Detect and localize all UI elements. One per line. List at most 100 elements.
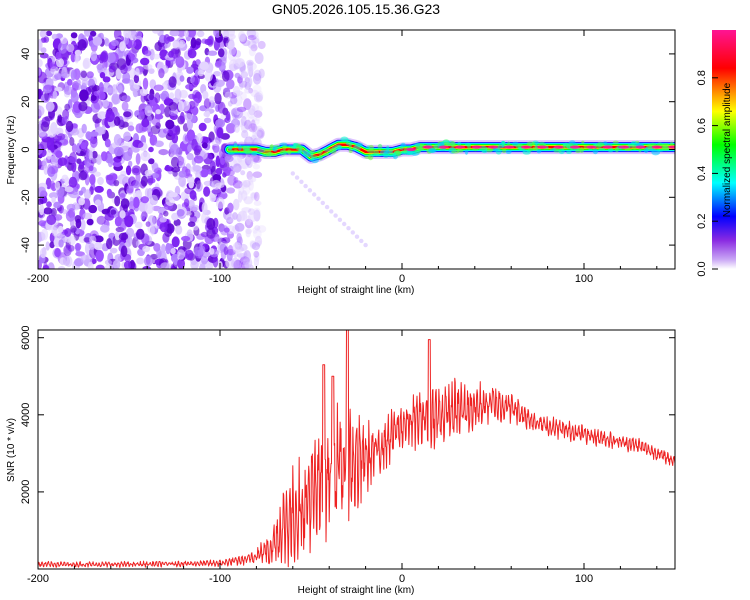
noise-blob — [148, 93, 154, 101]
noise-blob — [147, 173, 154, 186]
noise-blob — [135, 30, 143, 39]
noise-blob — [116, 58, 127, 70]
noise-blob — [253, 156, 262, 163]
noise-blob — [165, 242, 171, 255]
noise-blob — [208, 131, 215, 143]
noise-blob — [251, 34, 260, 45]
noise-blob — [50, 207, 57, 217]
noise-blob — [47, 163, 52, 176]
noise-blob — [226, 79, 235, 90]
noise-blob — [158, 68, 165, 79]
noise-blob — [179, 111, 185, 124]
noise-blob — [161, 243, 166, 254]
noise-blob — [238, 210, 248, 221]
noise-blob — [122, 151, 133, 162]
noise-blob — [252, 207, 261, 218]
noise-blob — [253, 191, 260, 202]
noise-blob — [249, 126, 259, 132]
signal-speck — [558, 148, 565, 155]
noise-blob — [178, 175, 187, 188]
noise-blob — [57, 41, 68, 54]
snr-x-axis: -200 -100 0 100 — [27, 330, 658, 585]
noise-blob — [250, 89, 259, 98]
tail-dot — [299, 179, 304, 184]
signal-peak — [537, 145, 548, 149]
signal-speck — [340, 136, 349, 143]
noise-blob — [43, 36, 50, 43]
signal-speck — [233, 143, 238, 148]
noise-blob — [253, 69, 262, 82]
noise-blob — [163, 128, 170, 134]
tail-dot — [363, 242, 368, 248]
noise-blob — [129, 196, 134, 207]
noise-blob — [113, 179, 120, 187]
noise-blob — [144, 202, 154, 215]
noise-blob — [151, 163, 159, 173]
noise-blob — [258, 68, 265, 79]
noise-blob — [97, 111, 107, 120]
signal-speck — [355, 142, 363, 147]
noise-blob — [55, 57, 64, 68]
noise-blob — [47, 262, 55, 269]
noise-blob — [133, 74, 140, 84]
noise-blob — [168, 109, 178, 116]
noise-blob — [186, 153, 194, 161]
noise-blob — [105, 87, 116, 94]
snr-x-tick-label: -200 — [27, 573, 49, 585]
colorbar-label: Normalized spectral amplitude — [722, 82, 733, 217]
noise-blob — [94, 199, 102, 206]
signal-speck — [352, 145, 361, 151]
noise-blob — [42, 265, 50, 269]
noise-blob — [224, 91, 232, 99]
noise-blob — [46, 138, 55, 151]
noise-blob — [89, 235, 97, 244]
noise-blob — [232, 163, 242, 173]
noise-blob — [250, 119, 256, 131]
noise-blob — [247, 116, 257, 123]
noise-blob — [128, 121, 134, 127]
noise-blob — [193, 145, 202, 153]
signal-speck — [383, 150, 391, 155]
noise-blob — [97, 63, 104, 74]
signal-speck — [279, 149, 288, 156]
noise-blob — [156, 247, 162, 259]
noise-blob — [61, 117, 68, 125]
signal-speck — [428, 148, 437, 153]
noise-blob — [176, 155, 185, 166]
signal-speck — [408, 151, 417, 155]
noise-blob — [245, 137, 252, 143]
signal-speck — [303, 151, 311, 158]
noise-blob — [203, 136, 209, 144]
spectrogram-x-tick-label: 0 — [399, 273, 405, 285]
noise-blob — [247, 40, 257, 49]
noise-blob — [62, 256, 71, 266]
noise-blob — [197, 249, 203, 259]
noise-blob — [168, 192, 178, 198]
noise-blob — [39, 203, 45, 216]
noise-blob — [111, 93, 121, 105]
noise-blob — [252, 130, 257, 140]
noise-blob — [104, 138, 111, 148]
noise-blob — [154, 140, 164, 148]
noise-blob — [154, 41, 162, 52]
noise-blob — [236, 232, 242, 243]
signal-speck — [553, 150, 562, 153]
noise-blob — [211, 188, 222, 195]
noise-blob — [110, 209, 117, 215]
noise-blob — [170, 248, 176, 255]
noise-blob — [184, 134, 190, 142]
signal-speck — [528, 147, 534, 152]
signal-speck — [414, 142, 421, 147]
noise-blob — [45, 101, 55, 112]
noise-blob — [244, 82, 251, 90]
signal-speck — [505, 150, 512, 154]
signal-speck — [522, 149, 531, 155]
noise-blob — [206, 260, 213, 269]
noise-blob — [38, 159, 42, 170]
noise-blob — [114, 195, 121, 207]
noise-blob — [203, 117, 212, 124]
noise-blob — [110, 39, 119, 47]
noise-blob — [211, 139, 220, 146]
noise-blob — [252, 171, 263, 178]
noise-blob — [158, 93, 168, 100]
